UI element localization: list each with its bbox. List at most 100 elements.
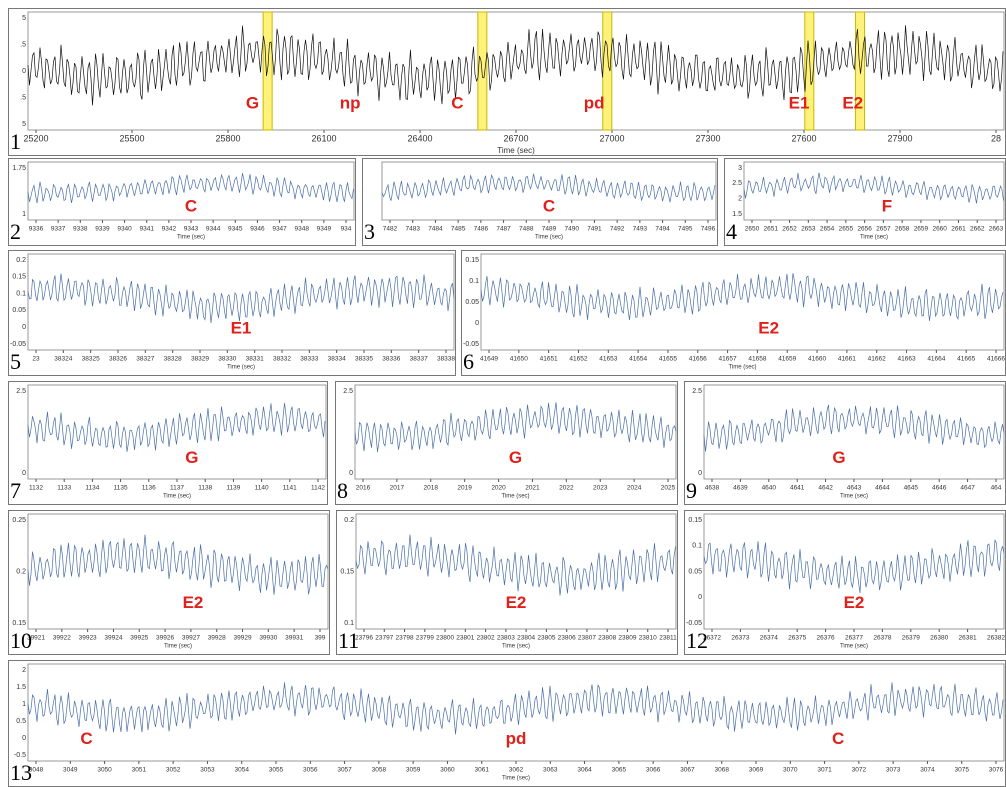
waveform-label: np: [340, 94, 361, 113]
x-tick-label: 3062: [509, 767, 524, 774]
x-tick-label: 2663: [989, 226, 1004, 233]
x-tick-label: 38335: [355, 356, 373, 363]
x-tick-label: 3069: [749, 767, 764, 774]
x-tick-label: 27300: [695, 133, 720, 143]
x-tick-label: 39927: [182, 635, 200, 642]
x-tick-label: 26377: [845, 635, 863, 642]
panel: 2.50201620172018201920202021202220232024…: [336, 382, 678, 505]
y-tick-label: 0.1: [16, 290, 26, 297]
x-tick-label: 9344: [206, 226, 221, 233]
x-tick-label: 4641: [790, 485, 805, 492]
x-tick-label: 2653: [801, 226, 816, 233]
x-tick-label: 26380: [930, 635, 948, 642]
x-tick-label: 41661: [838, 356, 856, 363]
x-tick-label: 2652: [782, 226, 797, 233]
x-tick-label: 23811: [659, 635, 677, 642]
x-axis-label: Time (sec): [860, 235, 888, 241]
x-tick-label: 1137: [170, 485, 184, 492]
x-tick-label: 41659: [778, 356, 796, 363]
x-tick-label: 9345: [228, 226, 243, 233]
x-tick-label: 27600: [791, 133, 816, 143]
y-tick-label: 2.5: [16, 388, 26, 395]
x-tick-label: 26376: [817, 635, 835, 642]
panel: 2.50113211331134113511361137113811391140…: [9, 382, 328, 505]
x-tick-label: 23809: [618, 635, 636, 642]
x-axis-label: Time (sec): [227, 365, 255, 371]
x-tick-label: 41665: [957, 356, 975, 363]
x-axis-label: Time (sec): [177, 235, 205, 241]
panel: 0.250.20.1539921399223992339924399253992…: [9, 511, 330, 655]
y-tick-label: 0.15: [12, 620, 26, 627]
x-tick-label: 38333: [300, 356, 318, 363]
x-tick-label: 3076: [989, 767, 1004, 774]
y-tick-label: 1.5: [16, 684, 26, 691]
panel-number: 12: [686, 628, 708, 653]
x-tick-label: 4639: [733, 485, 748, 492]
x-tick-label: 2650: [745, 226, 760, 233]
x-tick-label: 38332: [273, 356, 291, 363]
x-tick-label: 23810: [639, 635, 657, 642]
y-tick-label: 0: [349, 470, 353, 477]
x-tick-label: 41650: [510, 356, 528, 363]
y-tick-label: 1.75: [12, 165, 26, 172]
x-tick-label: 3056: [303, 767, 318, 774]
x-tick-label: 39926: [156, 635, 174, 642]
x-axis-label: Time (sec): [535, 235, 563, 241]
x-tick-label: 3066: [646, 767, 661, 774]
x-axis-label: Time (sec): [501, 494, 529, 500]
x-tick-label: 23808: [598, 635, 616, 642]
y-tick-label: 0: [22, 735, 26, 742]
x-tick-label: 23807: [578, 635, 596, 642]
x-tick-label: 3070: [783, 767, 798, 774]
x-tick-label: 2016: [356, 485, 371, 492]
x-tick-label: 2022: [559, 485, 574, 492]
y-tick-label: 1.5: [732, 211, 742, 218]
x-tick-label: 1139: [226, 485, 240, 492]
x-tick-label: 26375: [788, 635, 806, 642]
waveform-label: G: [509, 448, 522, 467]
x-tick-label: 23799: [416, 635, 434, 642]
x-tick-label: 39928: [208, 635, 226, 642]
x-tick-label: 38326: [109, 356, 127, 363]
panel: 5.50.55252002550025800261002640026700270…: [9, 9, 1006, 156]
x-tick-label: 3061: [474, 767, 489, 774]
panel-number: 9: [686, 478, 697, 503]
x-tick-label: 23802: [477, 635, 495, 642]
y-tick-label: 2.5: [732, 180, 742, 187]
x-tick-label: 3054: [234, 767, 249, 774]
x-tick-label: 7486: [474, 226, 489, 233]
x-tick-label: 3063: [543, 767, 558, 774]
x-tick-label: 9341: [139, 226, 154, 233]
x-tick-label: 9338: [73, 226, 88, 233]
x-tick-label: 41651: [540, 356, 558, 363]
x-tick-label: 3058: [372, 767, 387, 774]
y-tick-label: -0.05: [463, 341, 479, 348]
x-tick-label: 1134: [85, 485, 99, 492]
x-tick-label: 41658: [748, 356, 766, 363]
x-tick-label: 3074: [920, 767, 935, 774]
waveform-label: C: [451, 94, 463, 113]
x-tick-label: 9342: [162, 226, 177, 233]
x-tick-label: 2019: [457, 485, 472, 492]
x-tick-label: 38325: [82, 356, 100, 363]
x-tick-label: 7488: [519, 226, 534, 233]
x-tick-label: 3064: [577, 767, 592, 774]
x-tick-label: 1142: [311, 485, 325, 492]
x-tick-label: 4638: [705, 485, 720, 492]
y-tick-label: 5: [22, 15, 26, 22]
x-tick-label: 9340: [117, 226, 132, 233]
y-tick-label: 2: [22, 667, 26, 674]
x-tick-label: 3065: [612, 767, 627, 774]
y-tick-label: 0.05: [688, 568, 702, 575]
x-tick-label: 7487: [496, 226, 511, 233]
x-tick-label: 23800: [436, 635, 454, 642]
x-axis-label: Time (sec): [164, 644, 192, 650]
x-tick-label: 26100: [311, 133, 336, 143]
x-tick-label: 4645: [904, 485, 919, 492]
y-tick-label: 0.1: [344, 620, 354, 627]
waveform-label: E2: [844, 593, 865, 612]
panel-number: 10: [10, 628, 32, 653]
y-tick-label: 0.1: [692, 543, 702, 550]
x-tick-label: 2655: [839, 226, 854, 233]
